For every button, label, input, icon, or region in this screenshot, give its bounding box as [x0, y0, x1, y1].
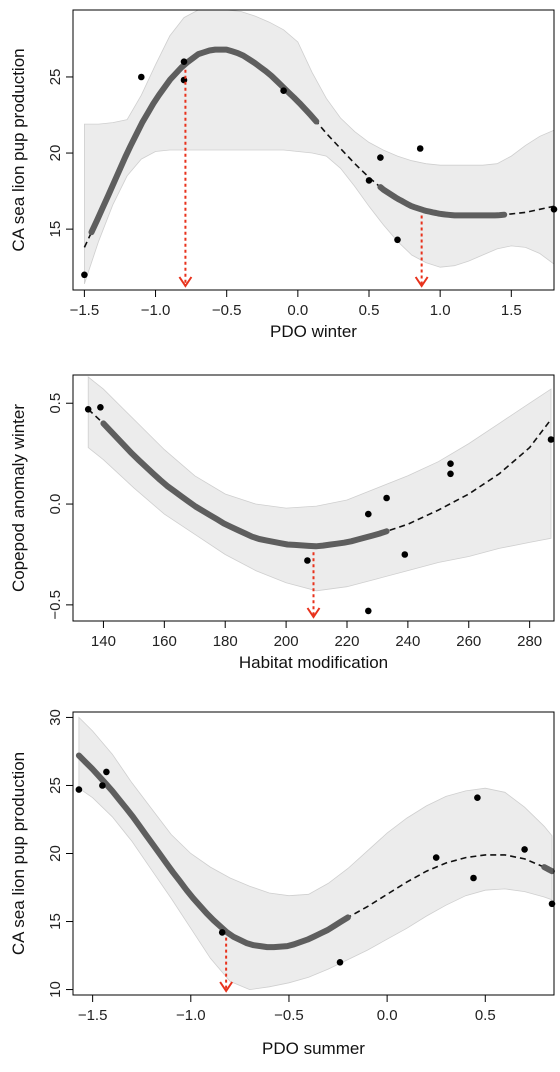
x-tick-label: 280 [517, 633, 542, 650]
x-tick-label: 0.0 [287, 302, 308, 319]
data-point [470, 874, 477, 882]
data-point [365, 510, 372, 518]
y-tick-label: 15 [47, 913, 64, 930]
y-tick-label: −0.5 [47, 590, 64, 620]
data-point [416, 145, 424, 152]
data-point [84, 406, 92, 413]
fit-line-solid-2 [377, 184, 508, 219]
data-point [304, 557, 311, 564]
data-point [336, 959, 344, 966]
y-tick-label: 10 [47, 981, 64, 998]
x-tick-label: 180 [213, 633, 238, 650]
threshold-arrow-head [306, 607, 321, 619]
data-point [432, 854, 440, 861]
x-tick-label: 0.5 [359, 302, 380, 319]
y-tick-label: 20 [47, 845, 64, 862]
fit-line-solid-1 [88, 46, 320, 236]
data-point [447, 470, 454, 478]
data-point [81, 271, 88, 279]
fit-line-solid-1 [100, 420, 390, 550]
threshold-arrow-head [414, 276, 429, 288]
y-tick-label: 20 [47, 145, 64, 162]
x-tick-label: −0.5 [274, 1007, 304, 1024]
data-point [365, 607, 372, 615]
data-point [180, 58, 188, 65]
threshold-arrow-head [219, 981, 233, 993]
data-point [401, 551, 409, 558]
x-tick-label: −0.5 [212, 302, 242, 319]
plot-frame [72, 9, 555, 291]
x-tick-label: 240 [395, 633, 420, 650]
threshold-arrow [306, 552, 321, 619]
x-tick-label: −1.5 [78, 1007, 108, 1024]
x-tick-label: −1.0 [141, 302, 171, 319]
x-tick-label: 1.0 [430, 302, 451, 319]
y-axis-title: CA sea lion pup production [9, 48, 28, 251]
data-point [280, 87, 287, 94]
confidence-band [84, 9, 555, 285]
fit-line-solid-2 [541, 864, 555, 875]
x-tick-label: 0.5 [475, 1007, 496, 1024]
threshold-arrow [178, 69, 193, 288]
confidence-band [78, 716, 553, 991]
data-point [521, 846, 528, 853]
data-point [383, 494, 390, 502]
threshold-arrow [219, 937, 233, 993]
data-point [138, 73, 145, 81]
y-tick-label: 0.5 [47, 393, 64, 414]
y-axis-title: CA sea lion pup production [9, 752, 28, 955]
x-tick-label: −1.5 [70, 302, 100, 319]
x-axis-title: Habitat modification [239, 653, 388, 672]
x-axis-title: PDO summer [262, 1039, 365, 1058]
x-tick-label: −1.0 [176, 1007, 206, 1024]
x-tick-label: 160 [152, 633, 177, 650]
panel-3: −1.5 −1.0 −0.5 0.0 0.5 10 15 20 25 30 PDO summer CA… [9, 709, 556, 1058]
x-axis-title: PDO winter [270, 322, 357, 341]
threshold-arrow-head [178, 276, 193, 288]
fit-line-solid-1 [75, 752, 351, 951]
x-tick-label: 0.0 [377, 1007, 398, 1024]
data-point [447, 460, 454, 468]
data-point [377, 154, 384, 161]
data-point [365, 177, 373, 184]
fit-line-dashed [78, 754, 553, 949]
x-tick-label: 200 [274, 633, 299, 650]
plot-frame [72, 374, 555, 622]
data-point [99, 782, 106, 789]
y-tick-label: 0.0 [47, 494, 64, 515]
data-point [103, 768, 110, 776]
threshold-arrow [414, 215, 429, 288]
y-tick-label: 30 [47, 709, 64, 726]
y-tick-label: 25 [47, 69, 64, 86]
data-point [75, 786, 83, 793]
data-point [547, 436, 555, 443]
x-tick-label: 140 [91, 633, 116, 650]
y-tick-label: 15 [47, 221, 64, 238]
x-tick-label: 1.5 [501, 302, 522, 319]
confidence-band [87, 376, 552, 592]
data-point [474, 794, 481, 801]
data-point [394, 236, 401, 244]
x-tick-label: 260 [456, 633, 481, 650]
y-tick-label: 25 [47, 777, 64, 794]
panel-1: −1.5 −1.0 −0.5 0.0 0.5 1.0 1.5 15 20 25 PDO winter… [9, 9, 558, 341]
panel-2: 140 160 180 200 220 240 260 280 −0.5 0.0 0.5 Habita… [9, 374, 555, 672]
data-point [218, 929, 226, 936]
y-axis-title: Copepod anomaly winter [9, 404, 28, 592]
x-tick-label: 220 [334, 633, 359, 650]
data-point [97, 404, 104, 411]
